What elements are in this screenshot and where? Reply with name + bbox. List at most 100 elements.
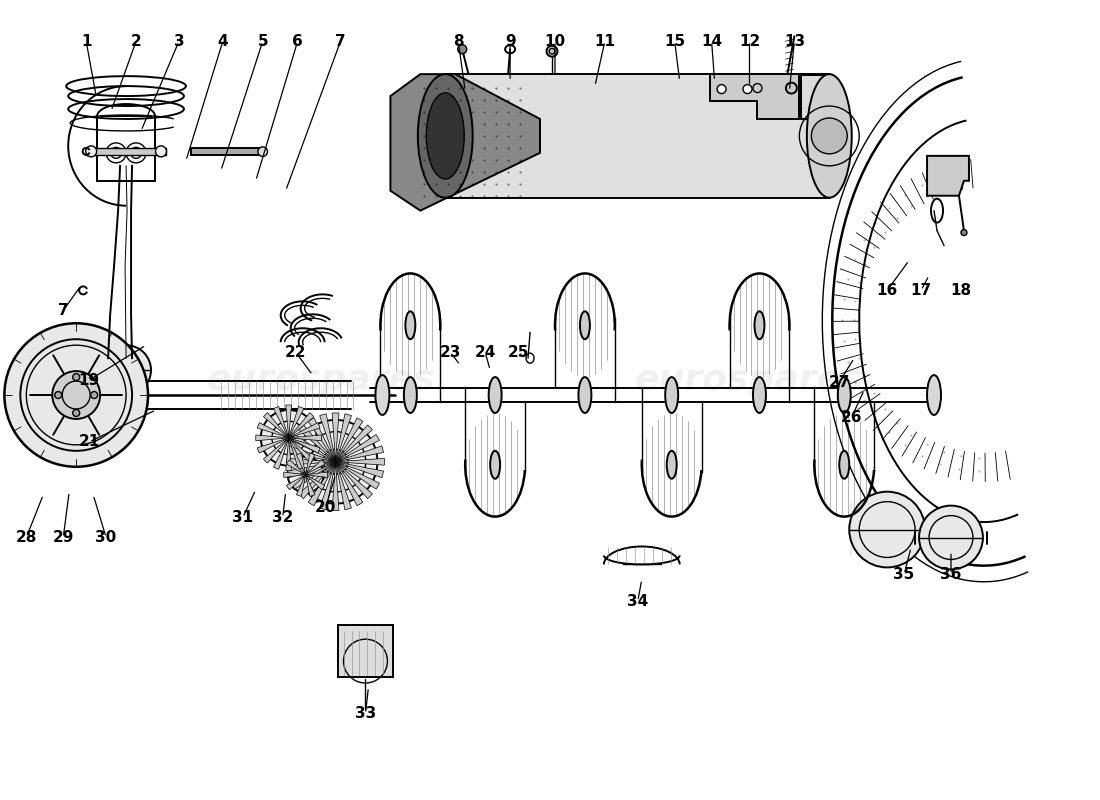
Wedge shape: [274, 438, 288, 470]
Wedge shape: [308, 418, 336, 462]
Text: 34: 34: [627, 594, 648, 609]
Text: eurospares: eurospares: [207, 363, 434, 397]
Text: 17: 17: [911, 283, 932, 298]
Text: 23: 23: [440, 345, 461, 360]
Circle shape: [288, 457, 323, 493]
Text: 27: 27: [828, 374, 850, 390]
Text: 20: 20: [315, 500, 337, 515]
Wedge shape: [292, 462, 336, 489]
Text: 11: 11: [594, 34, 615, 49]
Wedge shape: [306, 454, 315, 474]
Text: 15: 15: [664, 34, 685, 49]
Polygon shape: [710, 74, 800, 119]
Circle shape: [53, 371, 100, 419]
Bar: [446, 74, 829, 198]
Ellipse shape: [839, 451, 849, 478]
Text: 35: 35: [893, 567, 915, 582]
Text: 19: 19: [78, 373, 100, 387]
Text: 9: 9: [505, 34, 516, 49]
Ellipse shape: [666, 377, 679, 413]
Bar: [338, 626, 394, 677]
Text: 8: 8: [453, 34, 463, 49]
Wedge shape: [332, 462, 339, 510]
Circle shape: [812, 118, 847, 154]
Wedge shape: [320, 414, 336, 462]
Circle shape: [458, 45, 466, 54]
Text: 33: 33: [355, 706, 376, 722]
Ellipse shape: [579, 377, 592, 413]
Wedge shape: [284, 472, 306, 478]
Circle shape: [323, 450, 348, 474]
Wedge shape: [336, 458, 384, 465]
Wedge shape: [336, 462, 380, 489]
Wedge shape: [255, 435, 288, 441]
Text: 13: 13: [784, 34, 805, 49]
Wedge shape: [257, 438, 288, 453]
Wedge shape: [288, 406, 304, 438]
Ellipse shape: [404, 377, 417, 413]
Ellipse shape: [806, 74, 851, 198]
Circle shape: [73, 410, 79, 417]
Wedge shape: [336, 462, 352, 510]
Wedge shape: [306, 460, 324, 474]
Bar: [86, 148, 166, 155]
Wedge shape: [287, 446, 336, 462]
Circle shape: [785, 82, 796, 94]
Text: 4: 4: [218, 34, 228, 49]
Text: 31: 31: [232, 510, 253, 525]
Bar: [802, 75, 832, 119]
Wedge shape: [296, 454, 306, 474]
Wedge shape: [286, 438, 292, 470]
Ellipse shape: [406, 311, 416, 339]
Circle shape: [4, 323, 148, 466]
Circle shape: [849, 492, 925, 567]
Ellipse shape: [580, 311, 590, 339]
Circle shape: [261, 410, 317, 466]
Circle shape: [86, 146, 97, 157]
Text: 2: 2: [131, 34, 142, 49]
Wedge shape: [288, 438, 313, 463]
Circle shape: [104, 398, 112, 406]
Circle shape: [294, 420, 377, 504]
Wedge shape: [274, 406, 288, 438]
Text: 28: 28: [15, 530, 37, 545]
Wedge shape: [288, 413, 313, 438]
Wedge shape: [336, 462, 384, 478]
Circle shape: [55, 391, 62, 398]
Wedge shape: [320, 462, 336, 510]
Text: 30: 30: [96, 530, 117, 545]
Circle shape: [257, 147, 267, 157]
Wedge shape: [336, 434, 380, 462]
Wedge shape: [336, 418, 363, 462]
Ellipse shape: [838, 377, 850, 413]
Text: 32: 32: [272, 510, 294, 525]
Bar: [191, 148, 261, 155]
Wedge shape: [296, 474, 306, 496]
Circle shape: [717, 85, 726, 94]
Ellipse shape: [491, 451, 501, 478]
Wedge shape: [257, 422, 288, 438]
Text: 24: 24: [474, 345, 496, 360]
Ellipse shape: [427, 93, 464, 179]
Wedge shape: [336, 462, 373, 498]
Wedge shape: [299, 425, 336, 462]
Wedge shape: [288, 422, 320, 438]
Text: 25: 25: [507, 345, 529, 360]
Text: 5: 5: [257, 34, 268, 49]
Text: 7: 7: [58, 303, 68, 318]
Wedge shape: [292, 434, 336, 462]
Text: 12: 12: [739, 34, 760, 49]
Wedge shape: [336, 446, 384, 462]
Ellipse shape: [418, 74, 473, 198]
Wedge shape: [288, 438, 320, 453]
Text: 3: 3: [174, 34, 185, 49]
Wedge shape: [288, 435, 321, 441]
Ellipse shape: [488, 377, 502, 413]
Wedge shape: [288, 438, 304, 470]
Wedge shape: [336, 425, 373, 462]
Wedge shape: [306, 472, 328, 478]
Text: 14: 14: [701, 34, 723, 49]
Wedge shape: [287, 462, 336, 478]
Circle shape: [742, 85, 752, 94]
Circle shape: [547, 46, 558, 57]
